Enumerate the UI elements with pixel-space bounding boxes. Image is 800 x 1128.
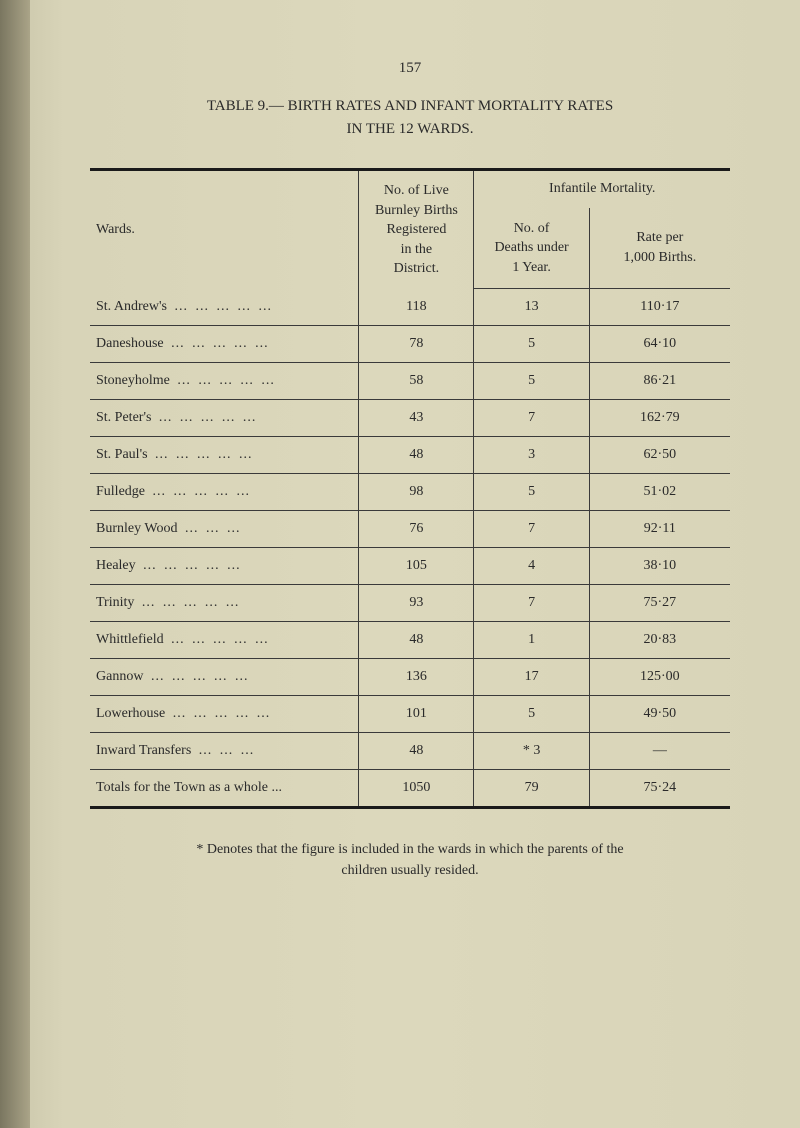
table-row: Trinity 93 7 75·27 (90, 585, 730, 622)
cell-live: 118 (359, 289, 474, 326)
cell-deaths: 1 (474, 622, 589, 659)
cell-deaths: 5 (474, 326, 589, 363)
book-spine (0, 0, 30, 1128)
ward-name: Fulledge (96, 484, 250, 499)
table-row: Inward Transfers 48 * 3 — (90, 733, 730, 770)
cell-rate: 64·10 (589, 326, 730, 363)
cell-live: 48 (359, 733, 474, 770)
cell-rate: 49·50 (589, 696, 730, 733)
ward-name: Stoneyholme (96, 373, 275, 388)
ward-name: St. Paul's (96, 447, 253, 462)
ward-name: St. Andrew's (96, 299, 272, 314)
cell-live: 78 (359, 326, 474, 363)
ward-name: Healey (96, 558, 241, 573)
cell-rate: 110·17 (589, 289, 730, 326)
table-row: Gannow 136 17 125·00 (90, 659, 730, 696)
cell-deaths: 7 (474, 400, 589, 437)
table-row: Burnley Wood 76 7 92·11 (90, 511, 730, 548)
cell-rate: 75·24 (589, 770, 730, 808)
cell-rate: 92·11 (589, 511, 730, 548)
cell-rate: 162·79 (589, 400, 730, 437)
ward-name: Daneshouse (96, 336, 269, 351)
table-row: St. Andrew's 118 13 110·17 (90, 289, 730, 326)
cell-live: 98 (359, 474, 474, 511)
cell-live: 105 (359, 548, 474, 585)
table-row: Fulledge 98 5 51·02 (90, 474, 730, 511)
cell-rate: 86·21 (589, 363, 730, 400)
table-title: TABLE 9.— BIRTH RATES AND INFANT MORTALI… (90, 95, 730, 140)
cell-live: 93 (359, 585, 474, 622)
page-container: 157 TABLE 9.— BIRTH RATES AND INFANT MOR… (0, 0, 800, 1128)
cell-deaths: 5 (474, 474, 589, 511)
ward-name: Totals for the Town as a whole ... (90, 770, 359, 808)
cell-rate: 38·10 (589, 548, 730, 585)
header-infantile: Infantile Mortality. (474, 170, 730, 208)
table-row: Lowerhouse 101 5 49·50 (90, 696, 730, 733)
cell-rate: 75·27 (589, 585, 730, 622)
ward-name: St. Peter's (96, 410, 256, 425)
title-line-1: TABLE 9.— BIRTH RATES AND INFANT MORTALI… (207, 98, 613, 114)
header-live: No. of Live Burnley Births Registered in… (359, 170, 474, 289)
cell-live: 101 (359, 696, 474, 733)
header-wards: Wards. (90, 170, 359, 289)
ward-name: Burnley Wood (96, 521, 240, 536)
table-row: Healey 105 4 38·10 (90, 548, 730, 585)
cell-deaths: 13 (474, 289, 589, 326)
ward-name: Trinity (96, 595, 239, 610)
page-number: 157 (90, 60, 730, 77)
cell-live: 48 (359, 437, 474, 474)
table-row-total: Totals for the Town as a whole ... 1050 … (90, 770, 730, 808)
header-rate: Rate per 1,000 Births. (589, 208, 730, 289)
cell-deaths: 5 (474, 696, 589, 733)
mortality-table: Wards. No. of Live Burnley Births Regist… (90, 168, 730, 809)
table-row: Daneshouse 78 5 64·10 (90, 326, 730, 363)
cell-deaths: 4 (474, 548, 589, 585)
cell-live: 76 (359, 511, 474, 548)
footnote: * Denotes that the figure is included in… (90, 839, 730, 881)
cell-rate: 20·83 (589, 622, 730, 659)
cell-rate: 125·00 (589, 659, 730, 696)
cell-live: 43 (359, 400, 474, 437)
cell-deaths: 7 (474, 585, 589, 622)
cell-rate: 62·50 (589, 437, 730, 474)
ward-name: Lowerhouse (96, 706, 270, 721)
table-row: St. Paul's 48 3 62·50 (90, 437, 730, 474)
cell-deaths: * 3 (474, 733, 589, 770)
table-row: Whittlefield 48 1 20·83 (90, 622, 730, 659)
cell-deaths: 17 (474, 659, 589, 696)
table-row: Stoneyholme 58 5 86·21 (90, 363, 730, 400)
cell-live: 136 (359, 659, 474, 696)
cell-deaths: 79 (474, 770, 589, 808)
ward-name: Whittlefield (96, 632, 269, 647)
cell-live: 48 (359, 622, 474, 659)
table-body: St. Andrew's 118 13 110·17 Daneshouse 78… (90, 289, 730, 808)
cell-deaths: 5 (474, 363, 589, 400)
cell-deaths: 7 (474, 511, 589, 548)
cell-live: 1050 (359, 770, 474, 808)
cell-deaths: 3 (474, 437, 589, 474)
table-row: St. Peter's 43 7 162·79 (90, 400, 730, 437)
title-line-2: IN THE 12 WARDS. (347, 121, 474, 137)
cell-rate: 51·02 (589, 474, 730, 511)
ward-name: Gannow (96, 669, 248, 684)
ward-name: Inward Transfers (96, 743, 254, 758)
header-deaths: No. of Deaths under 1 Year. (474, 208, 589, 289)
cell-rate: — (589, 733, 730, 770)
cell-live: 58 (359, 363, 474, 400)
